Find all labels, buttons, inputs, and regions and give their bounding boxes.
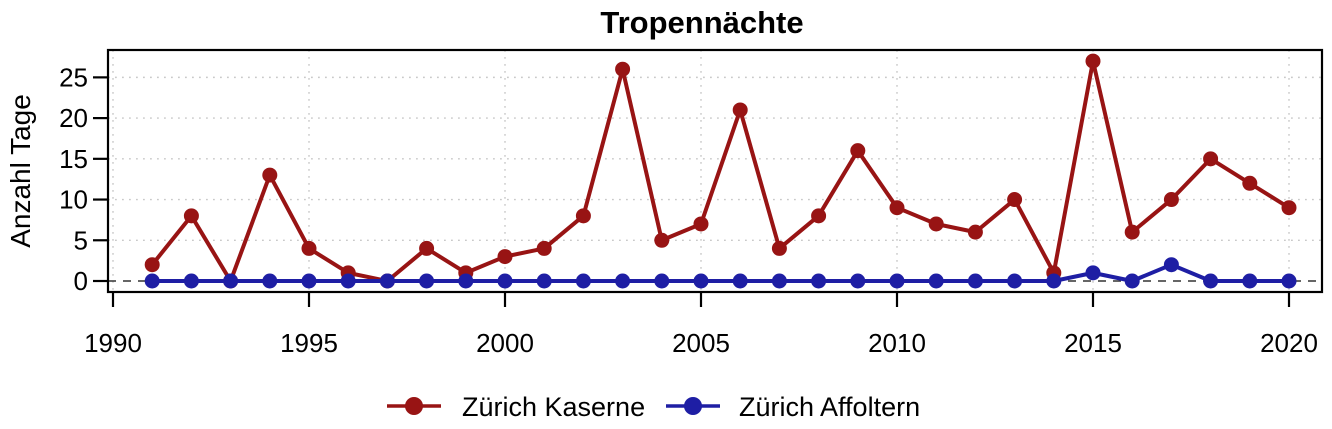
data-point <box>1124 273 1140 289</box>
data-point <box>654 273 670 289</box>
data-point <box>850 143 866 159</box>
data-point <box>144 273 160 289</box>
data-point <box>183 273 199 289</box>
data-point <box>1163 257 1179 273</box>
legend-label-affoltern: Zürich Affoltern <box>739 392 920 422</box>
data-point <box>458 273 474 289</box>
data-point <box>419 240 435 256</box>
series-line <box>150 59 1291 283</box>
data-point <box>1281 200 1297 216</box>
data-series <box>144 53 1297 289</box>
data-point <box>693 216 709 232</box>
x-tick-label: 2010 <box>868 328 926 358</box>
data-point <box>183 208 199 224</box>
data-point <box>1203 151 1219 167</box>
data-point <box>771 273 787 289</box>
x-tick-label: 1990 <box>84 328 142 358</box>
data-point <box>811 208 827 224</box>
y-tick-label: 0 <box>74 266 88 296</box>
data-point <box>889 200 905 216</box>
y-tick-label: 20 <box>59 103 88 133</box>
data-point <box>1085 265 1101 281</box>
y-tick-label: 25 <box>59 62 88 92</box>
series-line <box>150 262 1291 283</box>
data-point <box>1124 224 1140 240</box>
data-point <box>811 273 827 289</box>
data-point <box>575 273 591 289</box>
legend-dot-kaserne <box>405 397 423 415</box>
plot-frame <box>106 48 1324 294</box>
data-point <box>419 273 435 289</box>
data-point <box>536 240 552 256</box>
legend: Zürich Kaserne Zürich Affoltern <box>387 392 920 422</box>
data-point <box>928 216 944 232</box>
data-point <box>732 273 748 289</box>
data-point <box>1281 273 1297 289</box>
data-point <box>301 273 317 289</box>
data-point <box>1163 192 1179 208</box>
data-point <box>615 61 631 77</box>
data-point <box>340 273 356 289</box>
data-point <box>654 232 670 248</box>
gridlines <box>108 50 1322 292</box>
data-point <box>693 273 709 289</box>
x-tick-label: 2015 <box>1064 328 1122 358</box>
data-point <box>732 102 748 118</box>
data-point <box>575 208 591 224</box>
chart-title: Tropennächte <box>600 5 803 40</box>
x-tick-label: 2005 <box>672 328 730 358</box>
x-tick-label: 2020 <box>1260 328 1318 358</box>
data-point <box>497 249 513 265</box>
legend-label-kaserne: Zürich Kaserne <box>462 392 645 422</box>
y-axis-title: Anzahl Tage <box>5 94 36 248</box>
data-point <box>967 224 983 240</box>
data-point <box>1007 273 1023 289</box>
data-point <box>928 273 944 289</box>
y-tick-label: 10 <box>59 185 88 215</box>
data-point <box>262 167 278 183</box>
data-point <box>1007 192 1023 208</box>
y-tick-label: 5 <box>74 225 88 255</box>
x-tick-label: 1995 <box>280 328 338 358</box>
data-point <box>262 273 278 289</box>
data-point <box>1203 273 1219 289</box>
data-point <box>889 273 905 289</box>
data-point <box>850 273 866 289</box>
data-point <box>1242 175 1258 191</box>
data-point <box>223 273 239 289</box>
y-tick-label: 15 <box>59 144 88 174</box>
axes: 0 5 10 15 20 25 1990 1995 2000 2005 2010 2015 2020 <box>59 62 1318 358</box>
data-point <box>144 257 160 273</box>
data-point <box>1046 273 1062 289</box>
data-point <box>771 240 787 256</box>
data-point <box>301 240 317 256</box>
data-point <box>967 273 983 289</box>
data-point <box>379 273 395 289</box>
legend-dot-affoltern <box>684 397 702 415</box>
data-point <box>1085 53 1101 69</box>
data-point <box>1242 273 1258 289</box>
x-tick-label: 2000 <box>476 328 534 358</box>
legend-item-affoltern: Zürich Affoltern <box>666 392 920 422</box>
data-point <box>497 273 513 289</box>
legend-item-kaserne: Zürich Kaserne <box>387 392 645 422</box>
data-point <box>615 273 631 289</box>
data-point <box>536 273 552 289</box>
